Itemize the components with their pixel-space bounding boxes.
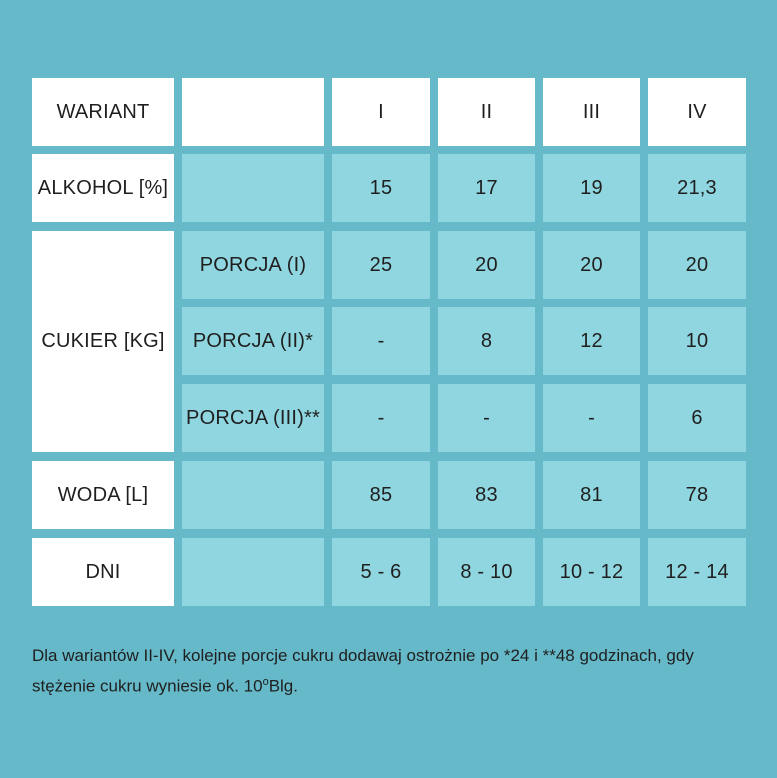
porcja-3-value-2: -: [438, 384, 535, 452]
header-wariant: WARIANT: [32, 78, 174, 146]
alkohol-value-3: 19: [543, 154, 640, 222]
porcja-3-label: PORCJA (III)**: [182, 384, 324, 452]
dni-value-3: 10 - 12: [543, 538, 640, 606]
porcja-3-value-4: 6: [648, 384, 746, 452]
header-variant-2: II: [438, 78, 535, 146]
alkohol-sub-empty: [182, 154, 324, 222]
alkohol-value-1: 15: [332, 154, 430, 222]
porcja-1-value-1: 25: [332, 231, 430, 299]
porcja-1-value-4: 20: [648, 231, 746, 299]
footnote-degree: o: [262, 676, 269, 688]
row-label-cukier: CUKIER [KG]: [32, 231, 174, 452]
dni-sub-empty: [182, 538, 324, 606]
row-label-woda: WODA [L]: [32, 461, 174, 529]
header-variant-4: IV: [648, 78, 746, 146]
alkohol-value-4: 21,3: [648, 154, 746, 222]
porcja-3-value-1: -: [332, 384, 430, 452]
header-empty: [182, 78, 324, 146]
porcja-1-value-2: 20: [438, 231, 535, 299]
woda-value-3: 81: [543, 461, 640, 529]
row-label-alkohol: ALKOHOL [%]: [32, 154, 174, 222]
porcja-2-value-4: 10: [648, 307, 746, 375]
alkohol-value-2: 17: [438, 154, 535, 222]
dni-value-2: 8 - 10: [438, 538, 535, 606]
porcja-2-value-1: -: [332, 307, 430, 375]
row-label-dni: DNI: [32, 538, 174, 606]
porcja-1-value-3: 20: [543, 231, 640, 299]
woda-value-2: 83: [438, 461, 535, 529]
header-variant-1: I: [332, 78, 430, 146]
woda-sub-empty: [182, 461, 324, 529]
porcja-1-label: PORCJA (I): [182, 231, 324, 299]
porcja-3-value-3: -: [543, 384, 640, 452]
dni-value-4: 12 - 14: [648, 538, 746, 606]
woda-value-1: 85: [332, 461, 430, 529]
header-variant-3: III: [543, 78, 640, 146]
footnote: Dla wariantów II-IV, kolejne porcje cukr…: [32, 642, 752, 700]
dni-value-1: 5 - 6: [332, 538, 430, 606]
footnote-unit: Blg.: [268, 676, 298, 696]
porcja-2-value-3: 12: [543, 307, 640, 375]
woda-value-4: 78: [648, 461, 746, 529]
porcja-2-value-2: 8: [438, 307, 535, 375]
porcja-2-label: PORCJA (II)*: [182, 307, 324, 375]
footnote-text: Dla wariantów II-IV, kolejne porcje cukr…: [32, 646, 694, 696]
